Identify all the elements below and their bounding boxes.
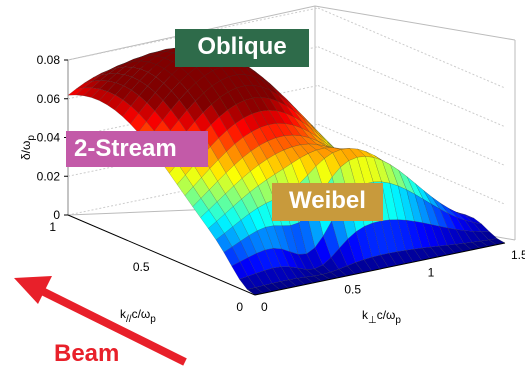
z-tick-label: 0.02 (37, 169, 61, 183)
k-perp-tick-label: 1.5 (511, 248, 525, 262)
gridline (317, 85, 506, 166)
k-par-axis-label: k//c/ωp (120, 307, 156, 325)
k-perp-tick-label: 0 (261, 300, 268, 314)
beam-label: Beam (54, 340, 120, 367)
axis-labels: δ/ωp k//c/ωp k⊥c/ωp (19, 135, 401, 326)
k-par-tick-label: 0.5 (133, 260, 150, 274)
gridline (317, 7, 506, 89)
weibel-label: Weibel (272, 183, 383, 221)
gridline (67, 7, 319, 61)
z-tick-label: 0.08 (37, 53, 61, 67)
gridline (317, 46, 506, 128)
oblique-label: Oblique (175, 29, 309, 67)
k-perp-axis-label: k⊥c/ωp (362, 308, 401, 326)
z-tick-label: 0.04 (37, 131, 61, 145)
z-tick-label: 0 (53, 208, 60, 222)
k-perp-tick-label: 0.5 (344, 283, 361, 297)
k-par-tick-label: 1 (49, 220, 56, 234)
axes (67, 214, 506, 296)
two-stream-label: 2-Stream (66, 131, 208, 167)
z-axis-label: δ/ωp (19, 135, 37, 160)
beam-arrow (14, 276, 187, 366)
k-perp-tick-label: 1 (428, 265, 435, 279)
gridline (317, 123, 506, 205)
k-par-tick-label: 0 (236, 300, 243, 314)
z-tick-label: 0.06 (37, 92, 61, 106)
